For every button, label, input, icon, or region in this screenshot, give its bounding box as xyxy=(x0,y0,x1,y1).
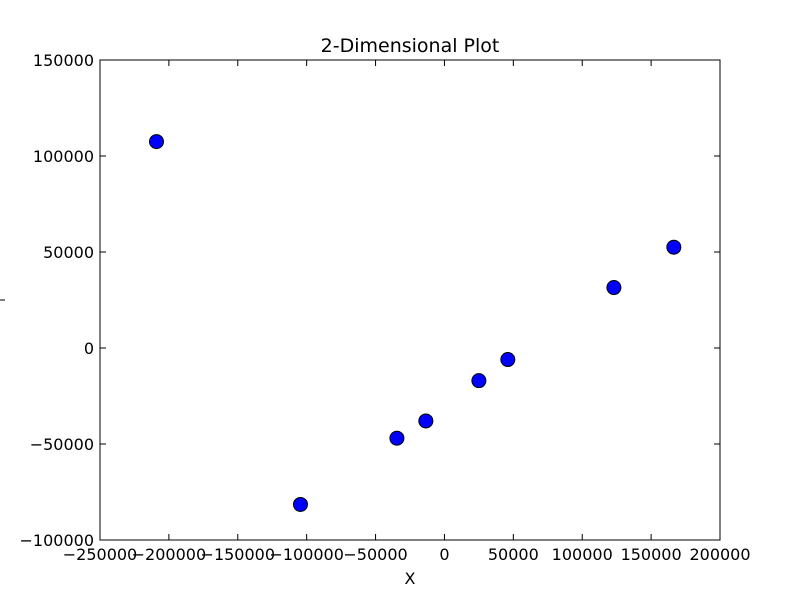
data-point-7 xyxy=(606,280,622,296)
data-point-6 xyxy=(500,352,516,368)
x-axis-label: X xyxy=(405,569,416,588)
y-tick-label: 100000 xyxy=(33,147,94,166)
x-tick-label: 50000 xyxy=(488,545,539,564)
data-point-4 xyxy=(418,413,434,429)
data-point-5 xyxy=(471,373,487,389)
x-tick-label: −100000 xyxy=(269,545,343,564)
x-tick-label: 150000 xyxy=(621,545,682,564)
x-tick-label: −200000 xyxy=(132,545,206,564)
data-point-3 xyxy=(389,430,405,446)
x-tick-label: 0 xyxy=(439,545,449,564)
chart-title: 2-Dimensional Plot xyxy=(321,35,500,57)
y-tick-label: −50000 xyxy=(30,435,94,454)
x-tick-label: 200000 xyxy=(689,545,750,564)
y-tick-label: 50000 xyxy=(43,243,94,262)
y-tick-label: 150000 xyxy=(33,51,94,70)
x-tick-label: −50000 xyxy=(343,545,407,564)
x-tick-label: 100000 xyxy=(552,545,613,564)
x-axis-ticks: −250000−200000−150000−100000 −50000 0 50000… xyxy=(63,60,751,564)
data-point-1 xyxy=(148,134,164,150)
data-points xyxy=(148,134,682,512)
y-axis-ticks: −100000 −50000 0 50000 100000 150000 xyxy=(20,51,720,550)
data-point-8 xyxy=(666,239,682,255)
x-tick-label: −150000 xyxy=(201,545,275,564)
plot-area-frame xyxy=(99,59,721,541)
y-tick-label: −100000 xyxy=(20,531,94,550)
x-tick-label: −250000 xyxy=(63,545,137,564)
data-point-2 xyxy=(292,496,308,512)
y-tick-label: 0 xyxy=(84,339,94,358)
